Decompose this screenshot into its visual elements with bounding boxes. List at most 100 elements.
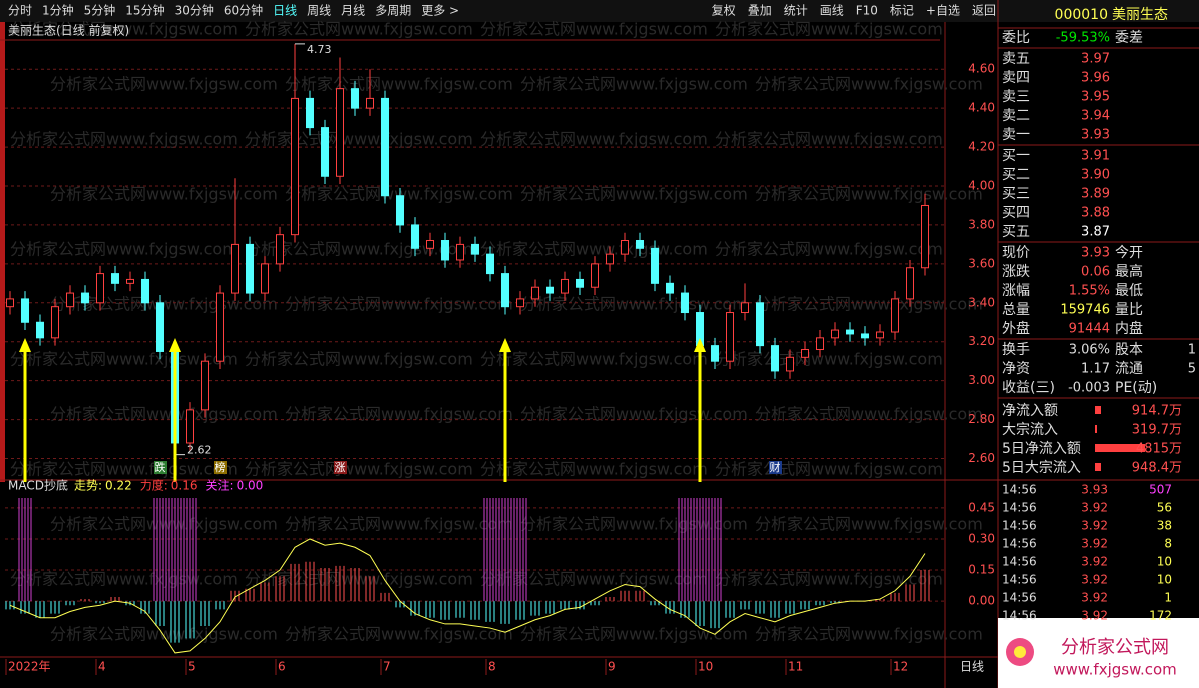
tool-button[interactable]: F10 (856, 4, 878, 18)
period-tab[interactable]: 5分钟 (84, 3, 116, 18)
label: 内盘 (1115, 320, 1143, 337)
period-tab[interactable]: 月线 (341, 4, 365, 18)
period-tab[interactable]: 日线 (960, 660, 984, 674)
watermark: 分析家公式网www.fxjgsw.com (10, 130, 238, 149)
period-tab[interactable]: 分时 (8, 4, 32, 18)
event-badge (154, 461, 167, 474)
trade-time: 14:56 (1002, 483, 1037, 497)
date-label: 7 (383, 660, 391, 674)
period-tab[interactable]: 周线 (307, 4, 331, 18)
label: 净资 (1002, 361, 1030, 377)
trade-price: 3.92 (1081, 573, 1108, 587)
candle-body (6, 298, 14, 308)
price: 3.87 (1081, 225, 1110, 240)
watermark: 分析家公式网www.fxjgsw.com (520, 405, 748, 424)
price: 3.88 (1081, 206, 1110, 221)
date-label: 11 (788, 660, 803, 674)
trade-price: 3.92 (1081, 501, 1108, 515)
label: 委差 (1115, 30, 1143, 46)
indicator-label: 关注: (206, 478, 234, 493)
candle-body (96, 273, 104, 304)
value: 0.06 (1081, 265, 1110, 280)
candle-body (366, 97, 374, 109)
arrow-head (19, 338, 31, 352)
watermark: 分析家公式网www.fxjgsw.com (755, 515, 983, 534)
label: 收益(三) (1002, 380, 1055, 396)
stock-name: 美丽生态 (1112, 7, 1168, 23)
watermark: 分析家公式网www.fxjgsw.com (755, 405, 983, 424)
tool-button[interactable]: 叠加 (748, 4, 772, 18)
candle-body (36, 321, 44, 339)
y-tick-label: 3.20 (968, 334, 995, 348)
watermark: 分析家公式网www.fxjgsw.com (520, 295, 748, 314)
watermark: 分析家公式网www.fxjgsw.com (50, 185, 278, 204)
watermark: 分析家公式网www.fxjgsw.com (520, 75, 748, 94)
price: 3.95 (1081, 90, 1110, 105)
price: 3.93 (1081, 128, 1110, 143)
y-tick-label: 2.60 (968, 451, 995, 465)
watermark: 分析家公式网www.fxjgsw.com (715, 460, 943, 479)
watermark: 分析家公式网www.fxjgsw.com (285, 515, 513, 534)
trade-price: 3.92 (1081, 519, 1108, 533)
value: 4815万 (1136, 442, 1182, 457)
tool-button[interactable]: 复权 (712, 4, 736, 18)
candle-body (426, 240, 434, 249)
watermark: 分析家公式网www.fxjgsw.com (50, 405, 278, 424)
y-tick-label: 0.00 (968, 594, 995, 608)
label: 最高 (1115, 263, 1143, 280)
price: 3.90 (1081, 168, 1110, 183)
candle-body (516, 298, 524, 308)
macd-line (9, 538, 926, 654)
label: 委比 (1002, 30, 1030, 46)
event-label: 涨 (335, 461, 346, 474)
period-tab[interactable]: 更多 > (421, 4, 459, 18)
watermark: 分析家公式网www.fxjgsw.com (520, 625, 748, 644)
price: 3.97 (1081, 52, 1110, 67)
trade-price: 3.92 (1081, 609, 1108, 623)
candle-body (681, 292, 689, 314)
candle-body (891, 298, 899, 333)
value: 1.17 (1081, 362, 1110, 377)
watermark: 分析家公式网www.fxjgsw.com (715, 20, 943, 39)
period-tab[interactable]: 30分钟 (175, 3, 214, 18)
value: 319.7万 (1132, 423, 1182, 438)
candle-body (861, 333, 869, 339)
value: -59.53% (1056, 31, 1110, 46)
watermark: 分析家公式网www.fxjgsw.com (50, 515, 278, 534)
y-tick-label: 3.60 (968, 256, 995, 270)
flow-bar (1095, 463, 1101, 471)
y-tick-label: 0.15 (968, 563, 995, 577)
value: 159746 (1060, 303, 1110, 318)
watermark: 分析家公式网www.fxjgsw.com (755, 625, 983, 644)
period-tab[interactable]: 1分钟 (42, 3, 74, 18)
price: 3.94 (1081, 109, 1110, 124)
tool-button[interactable]: +自选 (926, 4, 960, 18)
watermark: 分析家公式网www.fxjgsw.com (285, 295, 513, 314)
watermark: 分析家公式网www.fxjgsw.com (480, 460, 708, 479)
label: 卖五 (1002, 51, 1030, 67)
label: 换手 (1002, 341, 1030, 358)
y-tick-label: 0.30 (968, 531, 995, 545)
tool-button[interactable]: 返回 (972, 4, 996, 18)
trade-time: 14:56 (1002, 609, 1037, 623)
label: 买五 (1002, 224, 1030, 240)
period-tab[interactable]: 日线 (273, 4, 297, 18)
period-tab[interactable]: 15分钟 (125, 3, 164, 18)
candle-body (606, 253, 614, 265)
label: 买二 (1002, 167, 1030, 183)
watermark: 分析家公式网www.fxjgsw.com (10, 350, 238, 369)
y-tick-label: 4.40 (968, 101, 995, 115)
label: 涨幅 (1002, 283, 1030, 299)
tool-button[interactable]: 画线 (820, 4, 844, 18)
label: 净流入额 (1002, 403, 1058, 419)
event-label: 跌 (155, 460, 166, 474)
tool-button[interactable]: 标记 (890, 4, 914, 18)
tool-button[interactable]: 统计 (784, 4, 808, 18)
period-tab[interactable]: 60分钟 (224, 3, 263, 18)
arrow-head (499, 338, 511, 352)
candle-body (771, 345, 779, 372)
period-tab[interactable]: 多周期 (375, 4, 411, 18)
watermark: 分析家公式网www.fxjgsw.com (755, 295, 983, 314)
